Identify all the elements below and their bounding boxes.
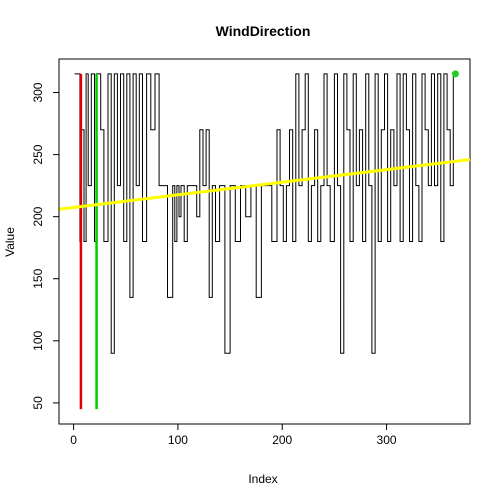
y-tick-label: 200: [31, 206, 45, 226]
series-line: [75, 74, 456, 353]
y-tick-label: 50: [31, 396, 45, 410]
data-point: [452, 70, 459, 77]
y-tick-label: 100: [31, 330, 45, 350]
x-axis: 0 100 200 300: [70, 424, 397, 447]
y-axis: 50 100 150 200 250 300: [31, 82, 59, 409]
plot-layer: [59, 70, 470, 409]
x-tick-label: 300: [377, 433, 397, 447]
y-axis-label: Value: [3, 227, 17, 257]
y-tick-label: 250: [31, 144, 45, 164]
x-tick-label: 100: [168, 433, 188, 447]
x-tick-label: 200: [272, 433, 292, 447]
chart-title: WindDirection: [216, 23, 311, 39]
y-tick-label: 150: [31, 268, 45, 288]
y-tick-label: 300: [31, 82, 45, 102]
x-tick-label: 0: [70, 433, 77, 447]
x-axis-label: Index: [248, 472, 277, 486]
